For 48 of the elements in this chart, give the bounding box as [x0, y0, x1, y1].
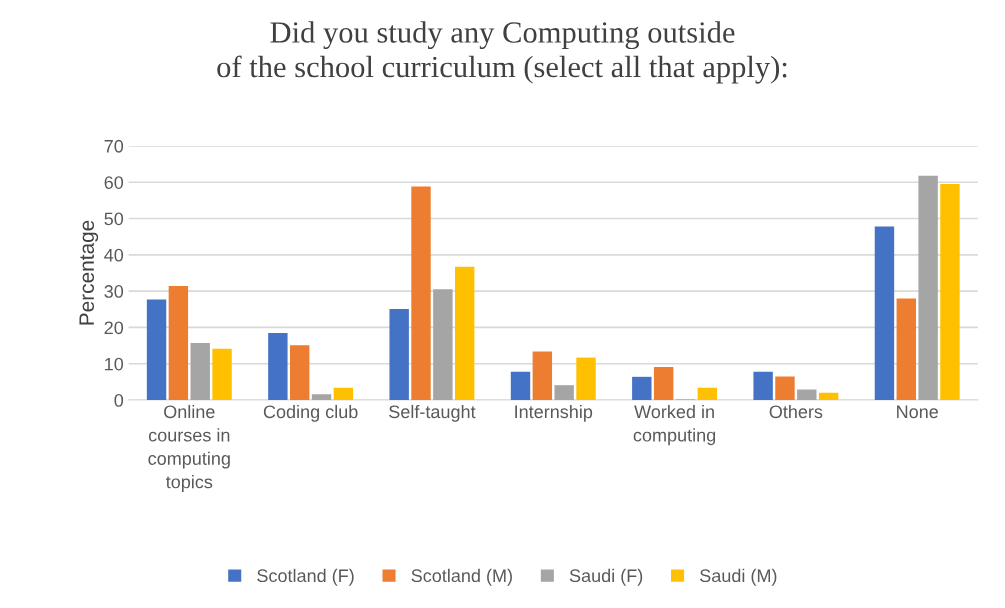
- bar: [874, 226, 895, 401]
- bar: [775, 376, 795, 401]
- bar: [818, 392, 839, 401]
- bar: [918, 175, 938, 401]
- bar: [697, 387, 718, 401]
- legend-label: Saudi (F): [569, 568, 643, 586]
- bar: [632, 376, 652, 401]
- x-tick-label: Coding club: [263, 404, 358, 422]
- bar: [576, 357, 596, 401]
- bar: [554, 385, 574, 401]
- bar: [289, 345, 310, 401]
- y-tick-label: 50: [104, 212, 124, 226]
- bar: [433, 289, 453, 401]
- x-tick-label: Worked in computing: [633, 404, 716, 446]
- bar: [333, 387, 354, 401]
- bar: [753, 371, 773, 401]
- bar: [510, 371, 531, 401]
- y-tick-label: 10: [105, 357, 124, 371]
- y-tick-label: 30: [104, 285, 124, 298]
- bar: [653, 367, 674, 401]
- bar: [532, 351, 553, 401]
- bar: [940, 184, 960, 401]
- y-tick-label: 40: [104, 248, 124, 262]
- legend-label: Saudi (M): [700, 568, 777, 586]
- y-tick-label: 60: [104, 176, 124, 189]
- bar: [311, 394, 332, 401]
- bar: [896, 298, 916, 401]
- bar: [454, 266, 475, 401]
- bar: [146, 299, 167, 401]
- y-axis-title: Percentage: [79, 220, 99, 325]
- bar: [797, 389, 817, 401]
- y-tick-label: 70: [104, 139, 124, 153]
- y-tick-label: 0: [114, 394, 124, 407]
- bar: [190, 343, 210, 401]
- x-tick-label: Self-taught: [389, 404, 476, 422]
- bar: [268, 332, 288, 401]
- bar: [389, 308, 409, 401]
- legend-label: Scotland (M): [411, 568, 512, 586]
- bar: [411, 186, 431, 401]
- bar: [212, 348, 232, 401]
- x-tick-label: Others: [769, 404, 823, 419]
- y-tick-label: 20: [104, 321, 124, 335]
- bar: [168, 286, 189, 401]
- x-tick-label: Internship: [515, 404, 593, 422]
- x-tick-label: Online courses in computing topics: [148, 404, 230, 492]
- x-tick-label: None: [897, 405, 938, 419]
- legend-label: Scotland (F): [257, 568, 354, 586]
- chart-title: Did you study any Computing outside of the school curriculum (select all that apply):: [217, 21, 787, 84]
